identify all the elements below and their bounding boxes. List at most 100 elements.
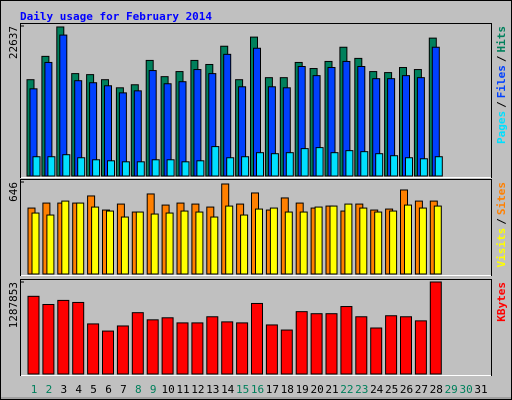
bar (72, 301, 85, 375)
x-tick-label: 7 (120, 383, 127, 396)
bar (240, 214, 249, 275)
x-tick-label: 25 (385, 383, 398, 396)
bar (265, 324, 278, 375)
bar (299, 211, 308, 275)
legend-entry: KBytes (495, 282, 508, 322)
bar (390, 155, 399, 177)
bar (47, 156, 56, 177)
bar (340, 306, 353, 375)
bar (211, 146, 220, 177)
x-tick-label: 21 (325, 383, 338, 396)
bar (176, 322, 189, 375)
x-tick-label: 29 (445, 383, 458, 396)
bar (429, 281, 442, 375)
bar (325, 313, 338, 375)
bar (91, 206, 100, 275)
x-tick-label: 6 (105, 383, 112, 396)
bar (27, 295, 40, 375)
bar (370, 327, 383, 375)
bar (116, 325, 129, 375)
x-tick-label: 22 (340, 383, 353, 396)
x-tick-label: 1 (31, 383, 38, 396)
bar (87, 323, 100, 375)
x-tick-label: 27 (415, 383, 428, 396)
x-tick-label: 31 (474, 383, 487, 396)
bar (285, 152, 294, 177)
legend-separator: / (495, 218, 508, 225)
legend-separator: / (495, 101, 508, 108)
x-tick-label: 16 (251, 383, 264, 396)
x-tick-label: 14 (221, 383, 235, 396)
bar (193, 69, 202, 177)
bar (310, 313, 323, 375)
legend-entry: Hits (495, 26, 508, 53)
bar (181, 161, 190, 177)
bar (221, 321, 234, 375)
bar (414, 320, 427, 375)
bar (330, 152, 339, 177)
bar (225, 205, 234, 275)
bar (121, 161, 130, 177)
bar (191, 322, 204, 375)
bar (255, 208, 263, 275)
legend-entry: Visits (495, 228, 508, 268)
bar (329, 205, 338, 275)
bar (419, 158, 428, 177)
bar (107, 160, 115, 177)
bar (136, 161, 145, 177)
bar (206, 316, 219, 375)
bar (57, 299, 70, 375)
bar (236, 322, 249, 375)
bar (295, 311, 308, 375)
bar (344, 203, 353, 275)
bar (102, 330, 114, 375)
x-tick-label: 13 (206, 383, 219, 396)
y-max-label: 22637 (7, 26, 20, 59)
bar (359, 207, 368, 275)
bar (280, 329, 293, 375)
bar (284, 211, 293, 275)
y-max-label: 646 (7, 182, 20, 202)
bar (61, 200, 70, 275)
bar (375, 153, 384, 177)
x-tick-label: 19 (296, 383, 309, 396)
x-tick-label: 3 (60, 383, 67, 396)
bar (161, 317, 174, 375)
x-tick-label: 2 (46, 383, 53, 396)
bar (131, 312, 144, 375)
bar (400, 316, 412, 375)
bar (151, 159, 160, 177)
x-tick-label: 15 (236, 383, 249, 396)
x-tick-label: 12 (191, 383, 204, 396)
bar (150, 213, 159, 275)
x-tick-label: 28 (430, 383, 443, 396)
bar (120, 216, 129, 275)
bar (405, 157, 413, 177)
bar (146, 319, 159, 375)
legend-entry: Pages (495, 111, 508, 144)
x-tick-label: 5 (90, 383, 97, 396)
y-max-label: 1287853 (7, 282, 20, 328)
legend: KBytes (495, 282, 508, 322)
bar (32, 156, 41, 177)
bar (62, 154, 71, 177)
x-tick-label: 4 (75, 383, 82, 396)
bar (210, 216, 219, 275)
bar (315, 147, 324, 177)
bar (404, 204, 412, 275)
bar (270, 153, 279, 177)
bar (433, 205, 442, 275)
x-tick-label: 18 (281, 383, 294, 396)
legend-entry: Sites (495, 182, 508, 215)
bar (300, 148, 309, 177)
bar (355, 316, 368, 375)
bar (418, 207, 427, 275)
bar (251, 302, 263, 375)
bar (374, 211, 383, 275)
bar (77, 157, 86, 177)
bar (256, 152, 264, 177)
x-tick-label: 23 (355, 383, 368, 396)
x-tick-label: 24 (370, 383, 384, 396)
bar (314, 206, 323, 275)
